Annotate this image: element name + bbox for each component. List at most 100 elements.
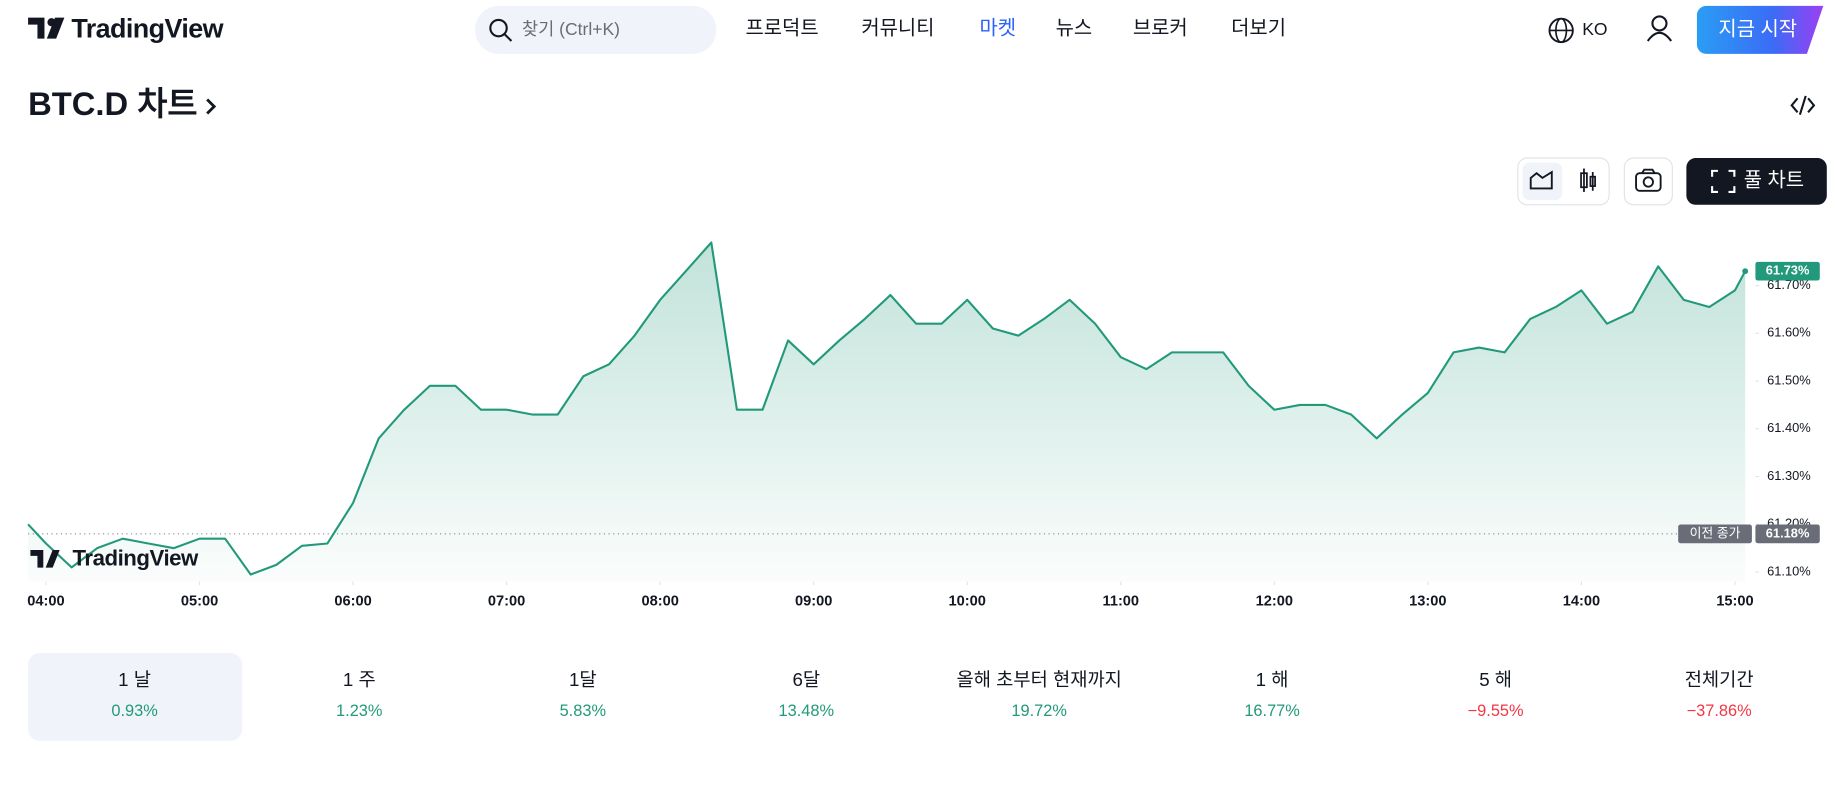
period-tab[interactable]: 1달 5.83% xyxy=(560,669,606,720)
x-tick-label: 14:00 xyxy=(1563,593,1600,609)
x-tick-label: 12:00 xyxy=(1256,593,1293,609)
period-change: 5.83% xyxy=(560,702,606,720)
previous-close-text: 이전 종가 xyxy=(1690,525,1741,540)
x-tick-label: 06:00 xyxy=(334,593,371,609)
x-tick-label: 15:00 xyxy=(1716,593,1753,609)
user-icon xyxy=(1651,15,1668,32)
price-line xyxy=(27,241,1747,576)
period-label: 1달 xyxy=(569,669,597,690)
watermark-logo xyxy=(30,550,60,568)
period-tab[interactable]: 1 주 1.23% xyxy=(336,669,382,720)
embed-button[interactable] xyxy=(1790,95,1816,116)
button-bg xyxy=(1522,162,1563,201)
y-tick-label: 61.10% xyxy=(1767,563,1811,578)
button-bg xyxy=(1623,157,1673,206)
area-fill xyxy=(28,242,1746,582)
x-tick-label: 04:00 xyxy=(27,593,64,609)
chart: 61.10%61.20%61.30%61.40%61.50%61.60%61.7… xyxy=(27,241,1820,609)
camera-icon xyxy=(1641,168,1656,174)
period-label: 전체기간 xyxy=(1685,669,1754,690)
period-tab[interactable]: 전체기간 −37.86% xyxy=(1685,669,1754,720)
period-label: 5 해 xyxy=(1479,669,1512,690)
period-tabs: 1 날 0.93% 1 주 1.23% 1달 5.83% 6달 13.48% 올해 초부터 현재… xyxy=(28,653,1754,741)
nav-item[interactable]: 커뮤니티 xyxy=(861,18,934,40)
title: BTC.D 차트 xyxy=(28,85,197,122)
previous-close-price-tag xyxy=(1755,524,1820,544)
full-chart-label: 풀 차트 xyxy=(1744,170,1804,192)
x-tick-label: 11:00 xyxy=(1103,593,1140,609)
full-chart-button[interactable]: 풀 차트 xyxy=(1686,157,1827,205)
period-change: 0.93% xyxy=(111,702,157,720)
period-change: −9.55% xyxy=(1468,702,1524,720)
period-label: 6달 xyxy=(793,669,821,690)
watermark: TradingView xyxy=(73,545,200,570)
nav-item[interactable]: 프로덕트 xyxy=(745,18,818,40)
last-price-label: 61.73% xyxy=(1766,263,1810,278)
logo-text: TradingView xyxy=(71,14,223,44)
title-chevron xyxy=(206,98,217,115)
period-tab-selected-bg xyxy=(28,653,243,741)
x-tick-label: 05:00 xyxy=(181,593,218,609)
period-change: 19.72% xyxy=(1011,702,1067,720)
y-tick-label: 61.50% xyxy=(1767,372,1811,387)
period-change: 16.77% xyxy=(1244,702,1300,720)
cta-button[interactable]: 지금 시작 xyxy=(1696,5,1824,54)
period-tab[interactable]: 6달 13.48% xyxy=(779,669,835,720)
period-tab[interactable]: 올해 초부터 현재까지 19.72% xyxy=(957,669,1122,720)
y-tick-label: 61.70% xyxy=(1767,277,1811,292)
x-tick-label: 10:00 xyxy=(949,593,986,609)
nav-item[interactable]: 마켓 xyxy=(980,18,1017,40)
last-price-tag xyxy=(1755,261,1820,281)
embed-icon xyxy=(1790,95,1816,116)
user-icon xyxy=(1646,31,1673,42)
last-point xyxy=(1742,268,1749,275)
logo-mark xyxy=(28,17,65,39)
snapshot-button[interactable] xyxy=(1623,157,1673,206)
search-icon xyxy=(503,33,513,42)
button-bg xyxy=(1686,157,1827,205)
search-box[interactable]: 찾기 (Ctrl+K) xyxy=(475,5,717,54)
area-style-button[interactable] xyxy=(1522,162,1563,201)
y-tick-label: 61.30% xyxy=(1767,468,1811,483)
x-tick-label: 07:00 xyxy=(488,593,525,609)
period-label: 올해 초부터 현재까지 xyxy=(957,669,1122,690)
logo-dot xyxy=(47,18,56,27)
x-tick-label: 08:00 xyxy=(641,593,678,609)
fullscreen-icon xyxy=(1711,169,1736,193)
candle-style-button[interactable] xyxy=(1580,168,1596,192)
x-tick-label: 09:00 xyxy=(795,593,832,609)
search-placeholder: 찾기 (Ctrl+K) xyxy=(522,19,620,39)
nav-item[interactable]: 뉴스 xyxy=(1056,18,1093,40)
period-change: −37.86% xyxy=(1687,702,1752,720)
period-change: 1.23% xyxy=(336,702,382,720)
previous-close-price: 61.18% xyxy=(1766,525,1810,540)
previous-close-tag xyxy=(1678,524,1752,544)
period-tab[interactable]: 1 해 16.77% xyxy=(1244,669,1300,720)
area-icon xyxy=(1529,170,1553,190)
period-tab[interactable]: 1 날 0.93% xyxy=(28,653,243,741)
y-tick-label: 61.40% xyxy=(1767,420,1811,435)
camera-icon xyxy=(1635,172,1662,192)
y-tick-label: 61.60% xyxy=(1767,325,1811,340)
cta-label: 지금 시작 xyxy=(1718,19,1797,41)
x-tick-label: 13:00 xyxy=(1409,593,1446,609)
camera-icon xyxy=(1642,176,1654,188)
logo[interactable]: TradingView xyxy=(28,14,224,44)
period-tab[interactable]: 5 해 −9.55% xyxy=(1468,669,1524,720)
period-label: 1 주 xyxy=(343,669,376,690)
period-label: 1 날 xyxy=(118,669,151,690)
period-change: 13.48% xyxy=(779,702,835,720)
symbol-title[interactable]: BTC.D 차트 xyxy=(28,85,217,122)
search-icon xyxy=(489,18,508,38)
language[interactable]: KO xyxy=(1548,17,1608,44)
user-button[interactable] xyxy=(1646,15,1673,42)
nav-item[interactable]: 더보기 xyxy=(1231,18,1286,40)
language-label: KO xyxy=(1582,19,1607,39)
cta-bg xyxy=(1696,5,1824,54)
search-bg xyxy=(475,5,717,54)
nav: 프로덕트 커뮤니티 마켓 뉴스 브로커 더보기 xyxy=(745,18,1286,40)
nav-item[interactable]: 브로커 xyxy=(1133,18,1188,40)
period-label: 1 해 xyxy=(1256,669,1289,690)
